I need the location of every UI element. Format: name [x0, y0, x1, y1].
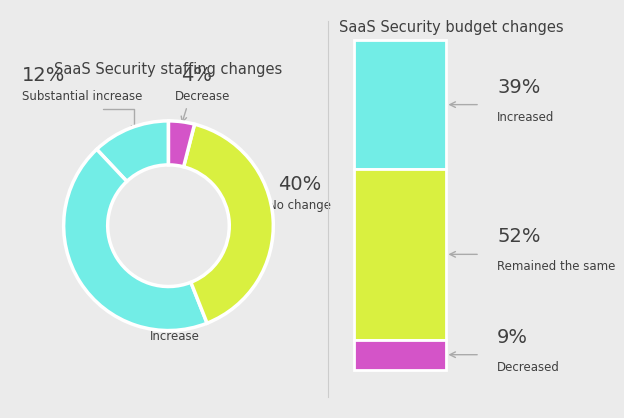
Bar	[354, 41, 446, 169]
Text: 52%: 52%	[497, 227, 541, 246]
Text: SaaS Security staffing changes: SaaS Security staffing changes	[54, 62, 283, 77]
Text: 44%: 44%	[156, 306, 200, 325]
Text: Increase: Increase	[150, 330, 200, 343]
Text: Substantial increase: Substantial increase	[22, 90, 142, 103]
Text: 9%: 9%	[497, 328, 528, 347]
Text: Decreased: Decreased	[497, 361, 560, 374]
Wedge shape	[183, 124, 273, 323]
Wedge shape	[168, 121, 195, 167]
Wedge shape	[64, 149, 207, 331]
Text: SaaS Security budget changes: SaaS Security budget changes	[339, 20, 563, 36]
Wedge shape	[97, 121, 168, 181]
Text: Remained the same: Remained the same	[497, 260, 616, 273]
Bar	[354, 340, 446, 370]
Bar	[354, 169, 446, 340]
Text: 39%: 39%	[497, 78, 540, 97]
Text: 12%: 12%	[22, 66, 66, 85]
Text: 40%: 40%	[278, 175, 321, 194]
Text: 4%: 4%	[181, 66, 212, 85]
Text: Decrease: Decrease	[175, 90, 230, 103]
Text: No change: No change	[268, 199, 331, 212]
Text: Increased: Increased	[497, 111, 555, 124]
